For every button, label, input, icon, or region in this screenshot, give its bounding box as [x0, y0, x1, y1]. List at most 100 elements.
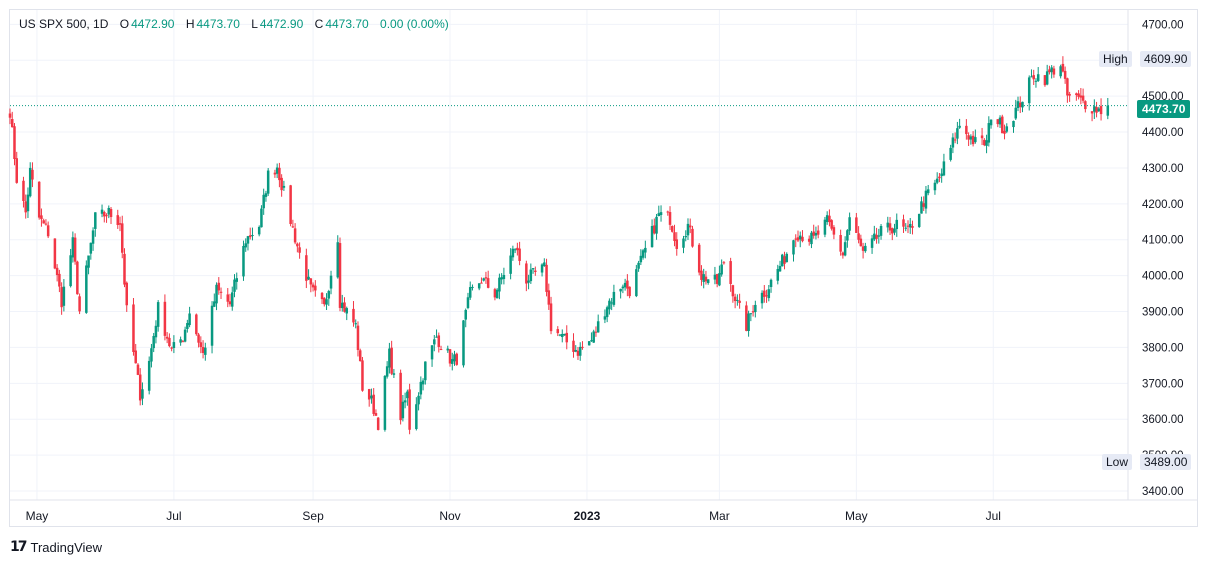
candle-body [1095, 107, 1098, 113]
candle-body [864, 245, 867, 252]
candle-body [697, 244, 701, 273]
candle-body [433, 339, 436, 345]
candle-body [543, 262, 546, 267]
candle-body [1036, 74, 1040, 81]
high-tag-value: 4609.90 [1140, 51, 1192, 67]
candle-body [329, 275, 333, 289]
candle-body [289, 185, 292, 225]
candle-body [781, 254, 784, 267]
candle-body [424, 361, 427, 381]
candle-body [338, 243, 342, 308]
candle-body [1032, 75, 1035, 80]
candle-body [120, 223, 124, 253]
candle-body [1001, 116, 1004, 134]
candle-body [1003, 130, 1006, 134]
candle-body [911, 226, 914, 228]
candle-body [136, 364, 140, 375]
candle-body [484, 277, 488, 279]
candle-body [226, 294, 230, 302]
candle-body [688, 225, 692, 228]
candle-body [715, 274, 719, 284]
candle-body [691, 228, 694, 247]
candle-body [763, 290, 766, 297]
candle-body [1034, 80, 1038, 82]
candle-body [513, 249, 517, 251]
candle-body [242, 245, 245, 277]
candle-body [951, 137, 955, 148]
candle-body [574, 349, 577, 352]
candle-body [596, 321, 600, 333]
candle-body [273, 172, 277, 175]
candle-body [996, 119, 1000, 125]
candle-body [1048, 69, 1051, 73]
candle-body [572, 340, 575, 352]
candle-body [71, 237, 75, 258]
candle-body [1050, 67, 1053, 73]
candle-body [172, 342, 176, 348]
candle-body [940, 173, 943, 177]
candle-body [493, 289, 497, 298]
candle-body [547, 290, 551, 305]
candle-body [841, 252, 845, 256]
candle-body [825, 215, 829, 223]
candle-body [455, 353, 459, 365]
candle-body [406, 391, 409, 399]
candle-body [1014, 107, 1018, 119]
candle-body [576, 350, 580, 356]
tradingview-brand[interactable]: 17 TradingView [10, 539, 102, 555]
candle-body [10, 119, 14, 128]
candle-body [706, 279, 710, 283]
candle-body [248, 235, 252, 238]
candle-body [170, 347, 173, 349]
candle-body [684, 236, 687, 238]
candle-body [736, 299, 739, 301]
last-price-tag: 4473.70 [1137, 100, 1191, 118]
chart-frame [9, 9, 1198, 527]
candle-body [305, 255, 308, 281]
candle-body [186, 323, 189, 329]
candle-body [320, 292, 324, 300]
candle-body [1090, 111, 1094, 114]
candle-body [291, 226, 295, 228]
candle-body [46, 225, 50, 237]
candle-body [1027, 77, 1031, 104]
candle-body [855, 217, 858, 233]
candle-body [987, 123, 991, 143]
candle-body [985, 140, 988, 146]
candle-body [307, 276, 310, 280]
candle-body [949, 147, 952, 160]
candle-body [282, 185, 286, 188]
candle-body [904, 227, 908, 229]
candle-body [839, 235, 842, 252]
x-tick-label: Sep [302, 509, 324, 523]
candle-body [213, 301, 216, 307]
y-tick-label: 3900.00 [1142, 307, 1184, 319]
candle-body [150, 348, 153, 362]
candle-body [217, 282, 221, 291]
brand-name: TradingView [30, 539, 103, 555]
candle-body [367, 389, 371, 400]
candle-body [188, 313, 191, 326]
candle-body [181, 341, 185, 343]
candle-body [843, 242, 847, 256]
candle-body [415, 404, 418, 430]
candle-body [673, 232, 676, 241]
candle-body [278, 167, 281, 181]
candle-body [828, 215, 831, 223]
y-tick-label: 3600.00 [1142, 414, 1184, 426]
candle-body [15, 158, 18, 183]
candle-body [451, 359, 454, 364]
candle-body [637, 262, 640, 269]
candle-body [152, 335, 155, 349]
candle-body [729, 261, 732, 285]
candle-body [603, 316, 607, 320]
candle-body [251, 234, 254, 236]
candle-body [875, 234, 878, 239]
candle-body [578, 346, 582, 356]
candle-body [1084, 101, 1087, 110]
candle-body [778, 266, 782, 272]
candle-body [244, 243, 247, 248]
candle-body [376, 417, 380, 430]
candle-body [228, 301, 232, 305]
